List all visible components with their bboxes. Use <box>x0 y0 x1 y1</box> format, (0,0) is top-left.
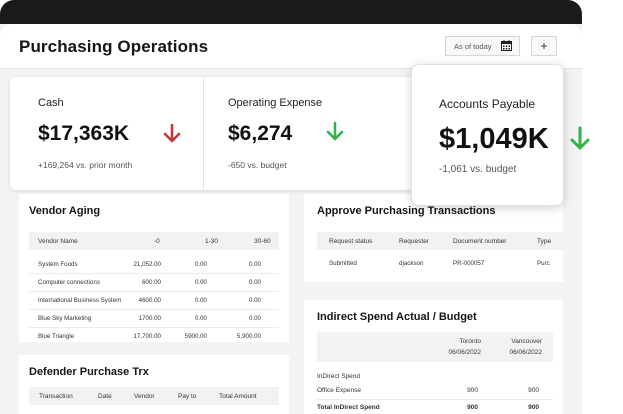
kpi-comparison: -650 vs. budget <box>228 160 287 170</box>
spend-value: 900 <box>528 387 539 394</box>
column-header: Pay to <box>178 393 197 400</box>
app-window: Purchasing Operations As of today + Cash… <box>0 0 582 414</box>
row-divider <box>29 291 279 292</box>
kpi-value: $6,274 <box>228 122 293 145</box>
aging-value: 0.00 <box>194 261 207 268</box>
vendor-name: Blue Sky Marketing <box>38 315 92 322</box>
table-header: Toronto 06/06/2022 Vancouver 06/06/2022 <box>317 332 553 362</box>
column-date: 06/06/2022 <box>509 349 542 356</box>
approve-transactions-panel: Approve Purchasing Transactions Request … <box>304 194 563 282</box>
aging-value: 17,700.00 <box>133 333 161 340</box>
aging-value: 21,052.00 <box>133 261 161 268</box>
column-header: Request status <box>329 238 373 245</box>
aging-value: 4600.00 <box>138 297 161 304</box>
kpi-value: $17,363K <box>38 122 130 145</box>
row-divider <box>29 309 279 310</box>
requester: djackson <box>399 260 424 267</box>
column-header: Vancouver <box>511 338 542 345</box>
date-filter-button[interactable]: As of today <box>445 36 520 56</box>
kpi-value: $1,049K <box>439 123 549 155</box>
date-filter-label: As of today <box>454 42 492 51</box>
aging-value: 5,900.00 <box>236 333 261 340</box>
aging-value: 0.00 <box>248 261 261 268</box>
panel-title: Indirect Spend Actual / Budget <box>317 311 477 323</box>
arrow-down-icon <box>163 123 181 143</box>
column-header: Vendor <box>134 393 155 400</box>
kpi-name: Cash <box>38 97 64 109</box>
request-status: Submitted <box>329 260 357 267</box>
indirect-spend-panel: Indirect Spend Actual / Budget Toronto 0… <box>304 300 563 414</box>
row-label: InDirect Spend <box>317 373 360 380</box>
transaction-type: Purc <box>537 260 550 267</box>
panel-title: Vendor Aging <box>29 205 101 217</box>
page-header: Purchasing Operations As of today + <box>0 24 582 69</box>
kpi-divider <box>203 77 204 190</box>
aging-value: 0.00 <box>248 279 261 286</box>
aging-value: 600.00 <box>142 279 161 286</box>
spend-value: 900 <box>467 387 478 394</box>
column-header: 1-30 <box>205 238 219 245</box>
row-label: Total InDirect Spend <box>317 404 380 411</box>
window-top-bar <box>0 0 582 24</box>
column-header: Requester <box>399 238 429 245</box>
kpi-card-operating-expense[interactable]: Operating Expense $6,274 -650 vs. budget <box>204 77 414 190</box>
column-header: Toronto <box>459 338 481 345</box>
column-header: Date <box>98 393 112 400</box>
panel-title: Approve Purchasing Transactions <box>317 205 496 217</box>
column-header: Type <box>537 238 552 245</box>
kpi-card-cash[interactable]: Cash $17,363K +169,264 vs. prior month <box>10 77 203 190</box>
aging-value: 0.00 <box>248 297 261 304</box>
column-header: 30-60 <box>254 238 271 245</box>
arrow-down-icon <box>570 126 590 150</box>
table-header: Vendor Name -0 1-30 30-60 <box>29 232 279 250</box>
row-divider <box>29 273 279 274</box>
table-header: Request status Requester Document number… <box>317 232 563 250</box>
column-header: Vendor Name <box>38 238 78 245</box>
panel-title: Defender Purchase Trx <box>29 366 149 378</box>
document-number: PR-000057 <box>453 260 485 267</box>
aging-value: 0.00 <box>248 315 261 322</box>
vendor-aging-panel: Vendor Aging Vendor Name -0 1-30 30-60 S… <box>19 194 289 342</box>
spend-value: 900 <box>467 404 478 411</box>
row-divider <box>317 399 553 400</box>
aging-value: 1700.00 <box>138 315 161 322</box>
kpi-name: Accounts Payable <box>439 97 536 111</box>
vendor-name: Computer connections <box>38 279 100 286</box>
column-header: Transaction <box>39 393 73 400</box>
vendor-name: Blue Triangle <box>38 333 75 340</box>
kpi-comparison: -1,061 vs. budget <box>439 164 517 175</box>
vendor-name: International Business System <box>38 297 122 304</box>
column-header: -0 <box>154 238 160 245</box>
vendor-name: System Foods <box>38 261 78 268</box>
aging-value: 0.00 <box>194 315 207 322</box>
defender-purchase-panel: Defender Purchase Trx Transaction Date V… <box>19 355 289 414</box>
kpi-name: Operating Expense <box>228 97 323 109</box>
aging-value: 5900.00 <box>184 333 207 340</box>
column-header: Document number <box>453 238 507 245</box>
add-button[interactable]: + <box>531 36 557 56</box>
table-header: Transaction Date Vendor Pay to Total Amo… <box>29 387 279 405</box>
row-divider <box>29 327 279 328</box>
aging-value: 0.00 <box>194 297 207 304</box>
spend-value: 900 <box>528 404 539 411</box>
column-header: Total Amount <box>219 393 257 400</box>
calendar-icon <box>501 40 512 51</box>
kpi-row: Cash $17,363K +169,264 vs. prior month O… <box>10 77 430 190</box>
kpi-comparison: +169,264 vs. prior month <box>38 160 133 170</box>
aging-value: 0.00 <box>194 279 207 286</box>
kpi-card-accounts-payable[interactable]: Accounts Payable $1,049K -1,061 vs. budg… <box>411 64 564 206</box>
arrow-down-icon <box>326 121 344 141</box>
page-title: Purchasing Operations <box>19 37 209 56</box>
column-date: 06/06/2022 <box>448 349 481 356</box>
row-label: Office Expense <box>317 387 361 394</box>
